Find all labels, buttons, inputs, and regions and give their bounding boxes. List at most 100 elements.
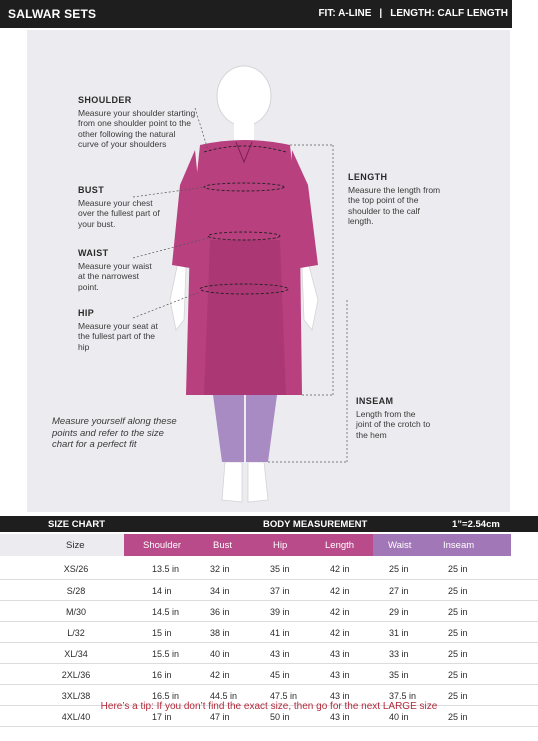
table-cell-size: 4XL/40 (61, 711, 91, 722)
column-header-group-purple: Waist Inseam (373, 534, 511, 556)
hip-note: HIP Measure your seat at the fullest par… (78, 308, 158, 352)
table-cell-inseam: 25 in (448, 564, 468, 574)
table-cell-waist: 40 in (389, 711, 409, 722)
waist-note: WAIST Measure your waist at the narrowes… (78, 248, 160, 292)
table-cell-bust: 44.5 in (210, 690, 238, 701)
shoulder-leader (194, 107, 209, 151)
table-cell-waist: 37.5 in (389, 690, 417, 701)
top-bar-edge (512, 0, 538, 28)
column-header-waist: Waist (388, 540, 412, 551)
table-cell-hip: 50 in (270, 711, 290, 722)
bust-description: Measure your chest over the fullest part… (78, 197, 160, 229)
top-bar: SALWAR SETS FIT: A-LINE | LENGTH: CALF LEN… (0, 0, 538, 28)
table-cell-shoulder: 16.5 in (152, 690, 180, 701)
table-cell-length: 42 in (330, 585, 350, 596)
table-cell-shoulder: 16 in (152, 669, 172, 680)
table-row: S/28 14 in 34 in 37 in 42 in 27 in 25 in (0, 579, 538, 601)
inseam-note: INSEAM Length from the joint of the crot… (356, 396, 432, 440)
column-header-group-magenta: Shoulder Bust Hip Length (124, 534, 373, 556)
table-cell-length: 43 in (330, 669, 350, 680)
table-row: XS/26 13.5 in 32 in 35 in 42 in 25 in 25 in (0, 558, 538, 580)
table-cell-hip: 39 in (270, 606, 290, 617)
size-chart-title: SIZE CHART (48, 519, 105, 530)
fit-label: FIT: A-LINE (318, 8, 372, 19)
table-cell-waist: 27 in (389, 585, 409, 596)
right-foot (247, 461, 269, 503)
table-cell-bust: 32 in (210, 564, 230, 574)
table-cell-length: 42 in (330, 627, 350, 638)
table-cell-length: 43 in (330, 648, 350, 659)
length-description: Measure the length from the top point of… (348, 184, 441, 227)
column-header-size-cell: Size (0, 534, 124, 556)
table-cell-waist: 33 in (389, 648, 409, 659)
table-cell-shoulder: 14 in (152, 585, 172, 596)
table-cell-bust: 47 in (210, 711, 230, 722)
bust-heading: BUST (78, 185, 105, 195)
table-cell-waist: 35 in (389, 669, 409, 680)
table-row: 4XL/40 17 in 47 in 50 in 43 in 40 in 25 in (0, 705, 538, 727)
table-row: 2XL/36 16 in 42 in 45 in 43 in 35 in 25 in (0, 663, 538, 685)
table-cell-shoulder: 13.5 in (152, 564, 180, 574)
hip-description: Measure your seat at the fullest part of… (78, 320, 158, 352)
shoulder-note: SHOULDER Measure your shoulder starting … (78, 95, 196, 150)
size-chart-table: XS/26 13.5 in 32 in 35 in 42 in 25 in 25 in S/2… (0, 558, 538, 727)
table-row-cells: XL/34 15.5 in 40 in 43 in 43 in 33 in 25 in (0, 642, 538, 664)
table-cell-length: 43 in (330, 711, 350, 722)
product-category-title: SALWAR SETS (8, 7, 97, 21)
column-header-inseam: Inseam (443, 540, 475, 551)
table-cell-inseam: 25 in (448, 627, 468, 638)
size-tip: Here’s a tip: If you don’t find the exac… (100, 701, 438, 712)
table-row: M/30 14.5 in 36 in 39 in 42 in 29 in 25 in (0, 600, 538, 622)
table-row-cells: XS/26 13.5 in 32 in 35 in 42 in 25 in 25 in (0, 558, 538, 580)
table-cell-waist: 25 in (389, 564, 409, 574)
right-hand (301, 261, 319, 331)
length-heading: LENGTH (348, 172, 388, 182)
table-row: 3XL/38 16.5 in 44.5 in 47.5 in 43 in 37.5 in 2… (0, 684, 538, 706)
table-row-cells: S/28 14 in 34 in 37 in 42 in 27 in 25 in (0, 579, 538, 601)
table-row-cells: L/32 15 in 38 in 41 in 42 in 31 in 25 in (0, 621, 538, 643)
inseam-description: Length from the joint of the crotch to t… (356, 408, 431, 440)
waist-leader (132, 237, 209, 259)
table-cell-waist: 29 in (389, 606, 409, 617)
left-foot (221, 461, 243, 503)
table-cell-hip: 41 in (270, 627, 290, 638)
column-header-shoulder: Shoulder (143, 540, 182, 551)
table-cell-hip: 43 in (270, 648, 290, 659)
head (216, 65, 272, 127)
length-label: LENGTH: CALF LENGTH (390, 8, 508, 19)
waist-description: Measure your waist at the narrowest poin… (78, 260, 152, 292)
table-cell-inseam: 25 in (448, 690, 468, 701)
table-row-cells: M/30 14.5 in 36 in 39 in 42 in 29 in 25 in (0, 600, 538, 622)
table-cell-shoulder: 15.5 in (152, 648, 180, 659)
table-cell-size: L/32 (67, 627, 85, 638)
table-cell-bust: 34 in (210, 585, 230, 596)
kurta-neckline (235, 141, 253, 164)
separator: | (379, 8, 383, 19)
table-cell-bust: 36 in (210, 606, 230, 617)
table-cell-size: S/28 (66, 585, 86, 596)
length-note: LENGTH Measure the length from the top p… (348, 172, 446, 227)
column-header-length: Length (325, 540, 355, 551)
left-hand (169, 261, 187, 331)
table-cell-waist: 31 in (389, 627, 409, 638)
table-cell-size: 3XL/38 (61, 690, 91, 701)
inseam-heading: INSEAM (356, 396, 394, 406)
shoulder-description: Measure your shoulder starting from one … (78, 107, 196, 150)
table-cell-size: M/30 (65, 606, 86, 617)
column-header-bust: Bust (213, 540, 233, 551)
table-cell-size: XS/26 (63, 564, 89, 574)
hip-line (199, 283, 289, 295)
shoulder-heading: SHOULDER (78, 95, 132, 105)
table-cell-length: 42 in (330, 606, 350, 617)
fit-length-info: FIT: A-LINE | LENGTH: CALF LENGTH (318, 8, 508, 19)
table-cell-shoulder: 14.5 in (152, 606, 180, 617)
table-cell-hip: 47.5 in (270, 690, 298, 701)
table-cell-hip: 45 in (270, 669, 290, 680)
table-cell-size: 2XL/36 (61, 669, 91, 680)
table-cell-hip: 37 in (270, 585, 290, 596)
table-row-cells: 3XL/38 16.5 in 44.5 in 47.5 in 43 in 37.5 in 2… (0, 684, 538, 706)
salwar-right-leg (246, 395, 277, 462)
table-cell-inseam: 25 in (448, 585, 468, 596)
salwar-left-leg (213, 395, 244, 462)
table-row: XL/34 15.5 in 40 in 43 in 43 in 33 in 25 in (0, 642, 538, 664)
